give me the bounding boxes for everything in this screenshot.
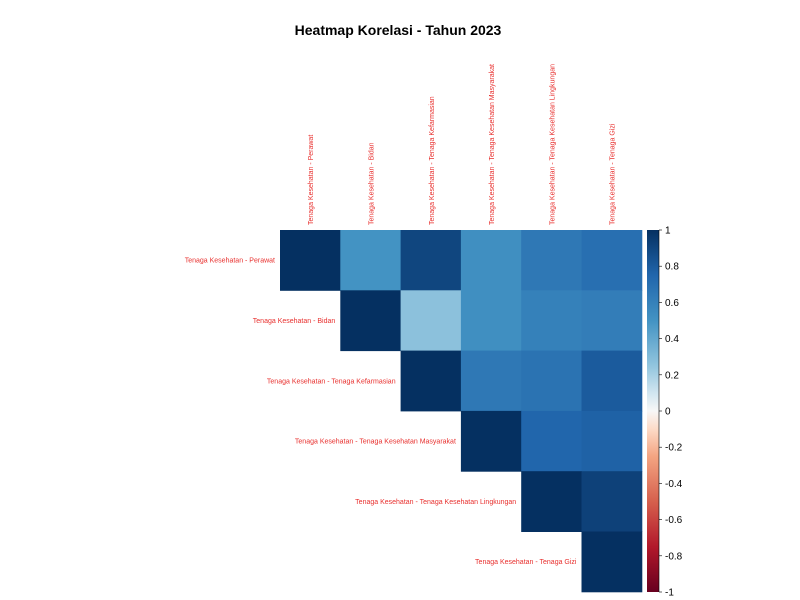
column-label: Tenaga Kesehatan - Tenaga Kesehatan Masy… [489,64,496,225]
row-label: Tenaga Kesehatan - Tenaga Kesehatan Ling… [355,499,516,506]
colorbar-tick-label: -1 [665,588,674,599]
colorbar-tick-label: 1 [665,226,671,237]
heatmap-cell [460,350,522,412]
heatmap-cell [400,350,462,412]
column-label: Tenaga Kesehatan - Bidan [368,142,375,225]
color-legend: 1 0.8 0.6 0.4 0.2 0 -0.2 -0.4 -0.6 -0.8 -1 [647,226,683,599]
colorbar-tick-label: -0.6 [665,515,683,526]
row-labels: Tenaga Kesehatan - Perawat Tenaga Kesehat… [185,258,577,567]
heatmap-cell [521,410,582,472]
heatmap-cell [460,410,522,472]
colorbar-tick-label: 0.2 [665,370,679,381]
column-label: Tenaga Kesehatan - Tenaga Kefarmasian [429,96,436,225]
row-label: Tenaga Kesehatan - Tenaga Kefarmasian [267,378,396,385]
column-labels: Tenaga Kesehatan - Perawat Tenaga Kesehat… [308,64,617,225]
heatmap-cell [521,471,582,532]
chart-title: Heatmap Korelasi - Tahun 2023 [295,22,502,38]
heatmap-cell [581,230,643,291]
colorbar-tick-label: 0.6 [665,298,679,309]
heatmap-cell [400,290,462,352]
heatmap-cell [581,531,643,593]
heatmap-cells [280,230,643,593]
heatmap-cell [581,471,643,532]
heatmap-cell [521,230,582,291]
heatmap-cell [340,230,402,291]
heatmap-cell [400,230,462,291]
heatmap-cell [521,350,582,412]
row-label: Tenaga Kesehatan - Tenaga Kesehatan Masy… [295,439,456,446]
heatmap-cell [340,290,402,352]
column-label: Tenaga Kesehatan - Tenaga Gizi [610,123,617,225]
colorbar-tick-label: 0 [665,407,671,418]
column-label: Tenaga Kesehatan - Tenaga Kesehatan Ling… [549,64,556,225]
colorbar-tick-label: 0.8 [665,262,679,273]
row-label: Tenaga Kesehatan - Perawat [185,258,275,265]
colorbar-gradient [647,230,659,592]
heatmap-cell [521,290,582,352]
colorbar-tick-label: -0.4 [665,479,683,490]
colorbar-tick-label: -0.8 [665,551,683,562]
heatmap-cell [581,290,643,352]
row-label: Tenaga Kesehatan - Bidan [253,318,336,325]
heatmap-cell [581,350,643,412]
colorbar-tick-label: 0.4 [665,334,679,345]
heatmap-cell [280,230,341,291]
row-label: Tenaga Kesehatan - Tenaga Gizi [475,559,577,566]
column-label: Tenaga Kesehatan - Perawat [308,135,315,225]
colorbar-tick-label: -0.2 [665,443,683,454]
heatmap-cell [460,230,522,291]
heatmap-cell [460,290,522,352]
heatmap-cell [581,410,643,472]
